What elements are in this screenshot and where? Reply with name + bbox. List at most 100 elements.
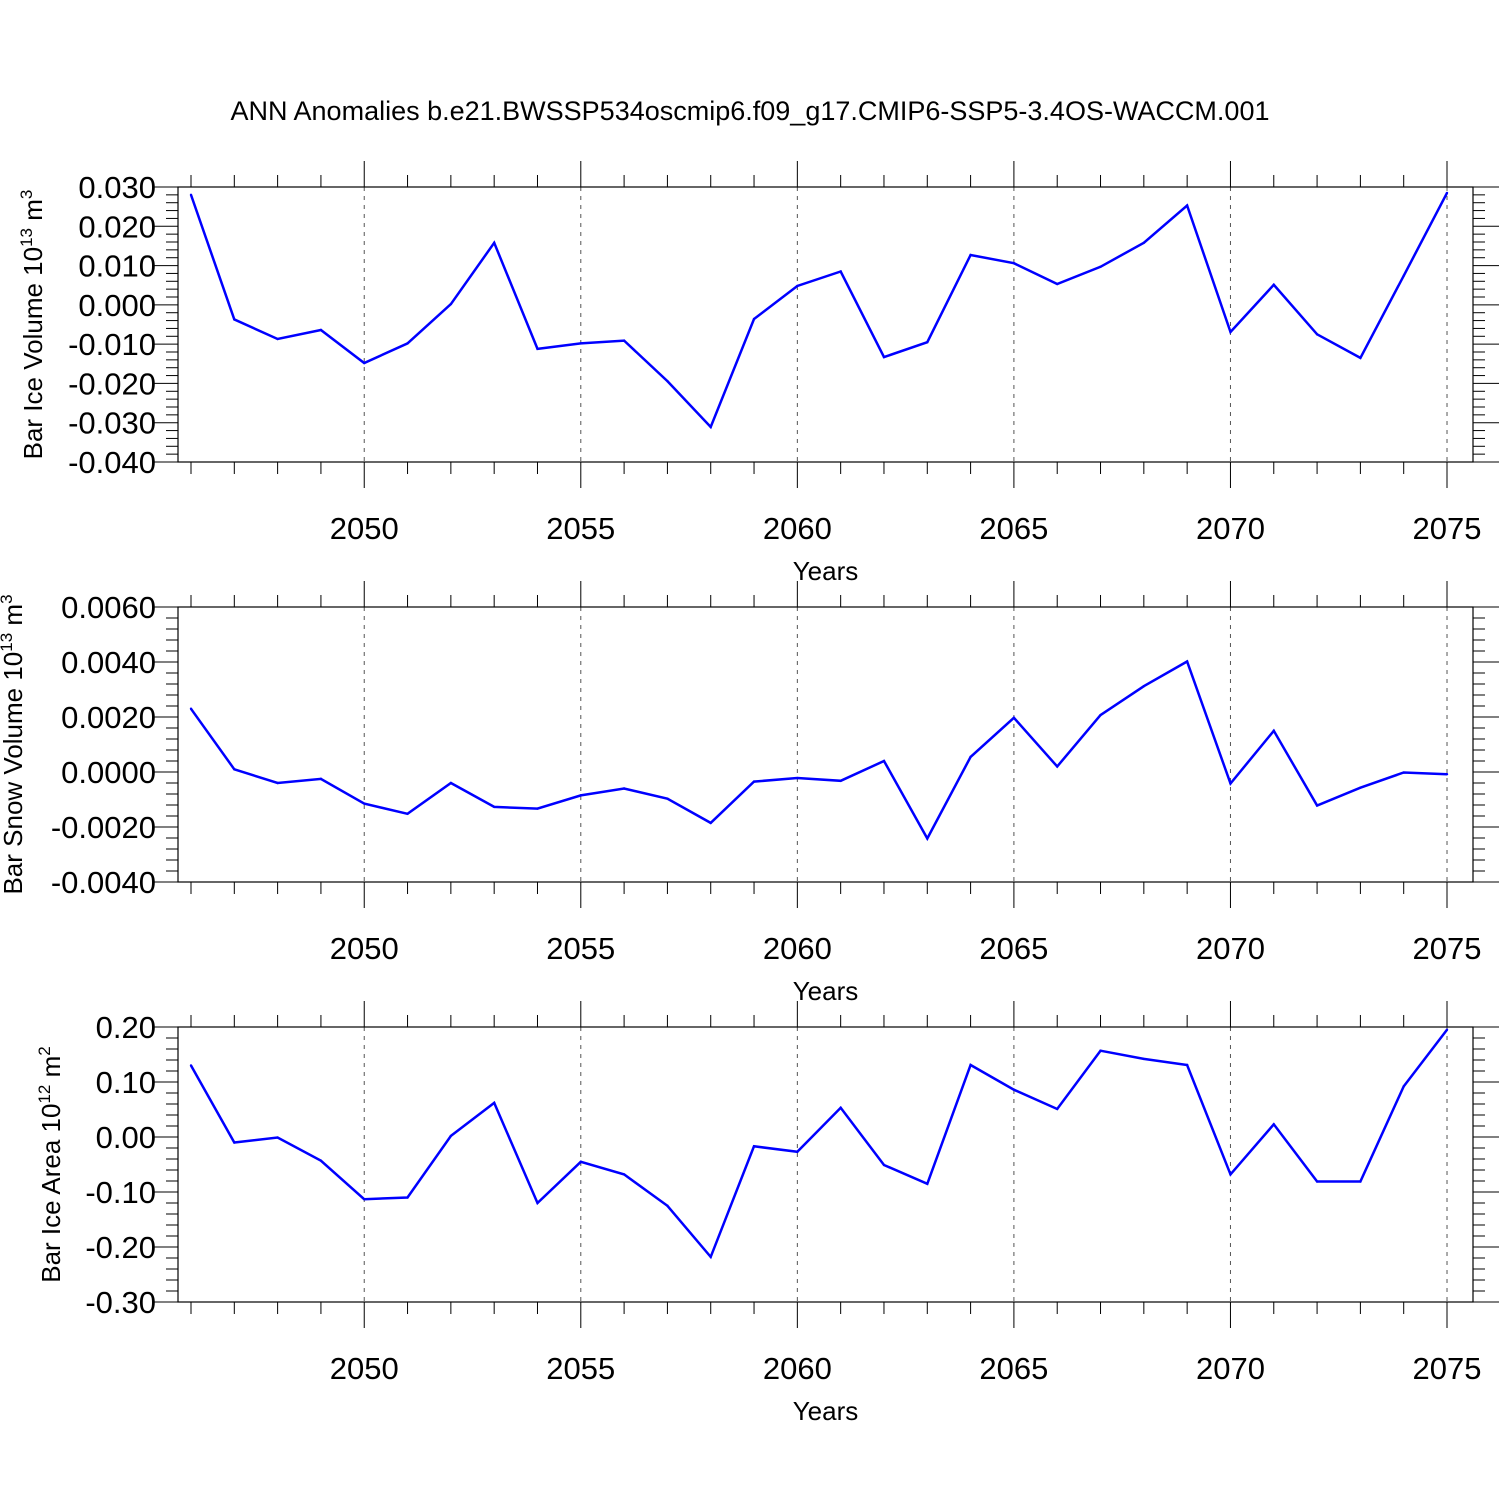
y-tick-label: -0.0040 xyxy=(51,865,156,900)
y-tick-label: 0.0040 xyxy=(61,645,156,680)
data-point xyxy=(1229,782,1232,785)
data-point xyxy=(536,347,539,351)
data-point xyxy=(882,759,886,763)
y-tick-label: 0.010 xyxy=(78,249,156,284)
data-point xyxy=(622,787,626,790)
x-tick-label: 2060 xyxy=(763,1351,832,1386)
data-point xyxy=(363,802,366,805)
data-point xyxy=(1099,265,1102,268)
x-axis-label: Years xyxy=(793,1396,859,1426)
plot-frame xyxy=(177,606,1474,883)
x-tick-label: 2050 xyxy=(330,1351,399,1386)
x-tick-label: 2075 xyxy=(1413,511,1482,546)
data-point xyxy=(1272,1123,1275,1126)
y-tick-label: -0.040 xyxy=(68,445,156,480)
y-tick-label: -0.010 xyxy=(68,327,156,362)
data-point xyxy=(276,337,279,341)
data-point xyxy=(666,1204,669,1207)
data-point xyxy=(1359,356,1362,360)
data-point xyxy=(666,379,669,383)
panel-1: -0.040 -0.030 -0.020 -0.010 0.000 0.010 0.020 0… xyxy=(17,161,1499,586)
y-tick-label: 0.0020 xyxy=(61,700,156,735)
plot-frame xyxy=(177,1026,1474,1303)
data-point xyxy=(1012,1088,1016,1091)
x-tick-label: 2065 xyxy=(979,1351,1048,1386)
data-point xyxy=(1012,716,1016,720)
data-point xyxy=(839,779,842,782)
data-point xyxy=(1056,282,1059,286)
data-point xyxy=(536,807,539,810)
data-point xyxy=(752,1145,756,1148)
data-point xyxy=(1402,274,1405,277)
data-point xyxy=(1402,771,1405,774)
x-tick-label: 2075 xyxy=(1413,1351,1482,1386)
y-tick-label: 0.020 xyxy=(78,209,156,244)
data-point xyxy=(189,193,193,197)
data-point xyxy=(1445,1028,1449,1031)
series-line xyxy=(189,1029,1448,1260)
data-point xyxy=(1185,204,1189,207)
y-tick-label: -0.030 xyxy=(68,406,156,441)
data-point xyxy=(536,1201,539,1205)
data-point xyxy=(926,837,929,840)
x-tick-label: 2055 xyxy=(546,1351,615,1386)
data-point xyxy=(1445,773,1449,776)
data-point xyxy=(882,1163,886,1167)
data-point xyxy=(1315,333,1319,336)
x-tick-label: 2070 xyxy=(1196,1351,1265,1386)
data-point xyxy=(406,1196,409,1199)
data-point xyxy=(233,1141,236,1144)
data-point xyxy=(1185,1063,1189,1067)
data-point xyxy=(189,707,193,710)
data-point xyxy=(449,302,453,306)
data-point xyxy=(276,781,279,785)
data-point xyxy=(839,1106,842,1110)
data-point xyxy=(926,1182,929,1185)
data-point xyxy=(1056,765,1059,768)
y-tick-label: 0.000 xyxy=(78,288,156,323)
data-point xyxy=(579,794,582,797)
data-point xyxy=(1272,729,1275,732)
data-point xyxy=(969,1063,972,1067)
y-tick-label: 0.030 xyxy=(78,170,156,205)
data-point xyxy=(1229,1173,1232,1176)
x-axis-label: Years xyxy=(793,976,859,1006)
x-tick-label: 2050 xyxy=(330,511,399,546)
data-point xyxy=(882,355,886,359)
data-point xyxy=(796,776,799,780)
y-axis-label: Bar Snow Volume 1013 m3 xyxy=(0,594,28,894)
data-point xyxy=(1099,713,1102,717)
x-tick-label: 2070 xyxy=(1196,511,1265,546)
plot-frame xyxy=(177,186,1474,463)
x-tick-label: 2065 xyxy=(979,511,1048,546)
x-tick-label: 2060 xyxy=(763,931,832,966)
chart-title: ANN Anomalies b.e21.BWSSP534oscmip6.f09_… xyxy=(230,96,1270,126)
data-point xyxy=(406,342,409,345)
data-point xyxy=(449,781,453,785)
x-tick-label: 2065 xyxy=(979,931,1048,966)
data-point xyxy=(1272,283,1275,287)
y-tick-label: -0.0020 xyxy=(51,810,156,845)
data-point xyxy=(319,777,323,781)
data-point xyxy=(622,339,626,342)
data-point xyxy=(752,317,756,321)
data-point xyxy=(579,1160,582,1163)
x-tick-label: 2070 xyxy=(1196,931,1265,966)
y-tick-label: -0.10 xyxy=(85,1175,156,1210)
y-tick-label: 0.0000 xyxy=(61,755,156,790)
panel-2: -0.0040 -0.0020 0.0000 0.0020 0.0040 0.0060 20… xyxy=(0,581,1499,1006)
data-point xyxy=(1142,685,1146,688)
data-point xyxy=(276,1136,279,1139)
data-point xyxy=(1359,786,1362,789)
data-point xyxy=(492,805,496,809)
data-point xyxy=(709,821,712,825)
series-line xyxy=(189,192,1449,430)
data-point xyxy=(969,253,972,257)
x-tick-label: 2055 xyxy=(546,511,615,546)
data-point xyxy=(1315,804,1319,807)
y-tick-label: -0.30 xyxy=(85,1285,156,1320)
data-point xyxy=(796,284,799,288)
data-point xyxy=(622,1173,626,1176)
x-tick-label: 2075 xyxy=(1413,931,1482,966)
data-point xyxy=(1229,330,1232,334)
